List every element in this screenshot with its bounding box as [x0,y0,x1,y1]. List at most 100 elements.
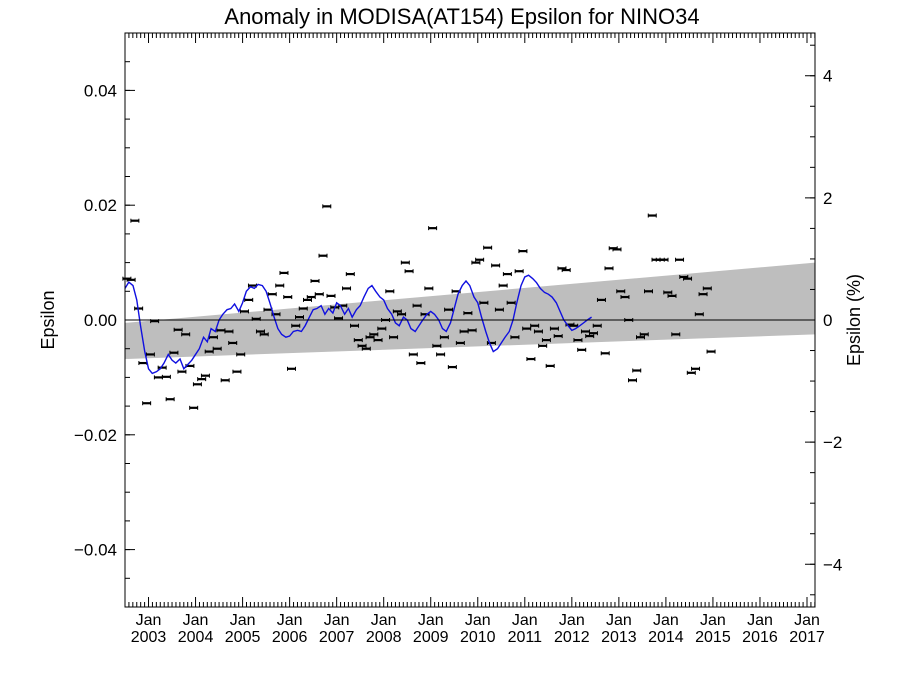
data-point [130,218,140,223]
data-point [255,329,265,334]
data-point [400,260,410,265]
x-tick-year-label: 2016 [742,629,778,646]
data-point [192,382,202,387]
chart-title: Anomaly in MODISA(AT154) Epsilon for NIN… [224,4,699,29]
y-right-tick-label: −2 [823,433,842,452]
data-point [153,375,163,380]
y-right-tick-label: 0 [823,311,832,330]
data-point [342,286,352,291]
x-tick-month-label: Jan [606,612,632,629]
x-tick-month-label: Jan [183,612,209,629]
data-point [506,300,516,305]
data-point [228,340,238,345]
data-point [220,378,230,383]
data-point [189,405,199,410]
data-point [671,332,681,337]
x-tick-month-label: Jan [230,612,256,629]
data-point [530,323,540,328]
x-tick-year-label: 2014 [648,629,684,646]
smoothed-series-line [124,274,592,375]
data-point [424,286,434,291]
x-tick-year-label: 2017 [789,629,825,646]
data-point [385,289,395,294]
data-point [181,332,191,337]
y-tick-label: −0.02 [74,426,117,445]
x-tick-year-label: 2007 [319,629,355,646]
data-point [592,323,602,328]
data-point [620,295,630,300]
left-y-axis: 0.04 0.02 0.00 −0.02 −0.04 [74,32,135,608]
x-tick-year-label: 2010 [460,629,496,646]
data-point [628,378,638,383]
data-point [326,293,336,298]
data-point [518,249,528,254]
data-point [706,349,716,354]
data-point [639,332,649,337]
data-point [444,307,454,312]
data-point [483,245,493,250]
data-point [302,297,312,302]
x-tick-year-label: 2003 [131,629,167,646]
y-right-tick-label: −4 [823,555,842,574]
data-point [632,368,642,373]
data-point [502,272,512,277]
data-point [686,370,696,375]
x-tick-year-label: 2008 [366,629,402,646]
data-point [224,329,234,334]
data-point [244,297,254,302]
y-tick-label: 0.02 [84,196,117,215]
x-tick-month-label: Jan [653,612,679,629]
data-point [514,269,524,274]
data-point [659,257,669,262]
data-point [169,350,179,355]
data-point [475,257,485,262]
data-point [526,357,536,362]
data-point [369,332,379,337]
data-point [691,366,701,371]
data-point [283,295,293,300]
x-tick-year-label: 2006 [272,629,308,646]
data-point [197,377,207,382]
data-point [279,270,289,275]
y-tick-label: 0.04 [84,81,117,100]
data-point [161,374,171,379]
data-point [647,213,657,218]
right-y-axis: 4 2 0 −2 −4 [805,44,842,596]
data-point [177,369,187,374]
data-point [498,283,508,288]
data-point [541,338,551,343]
y-tick-label: −0.04 [74,541,117,560]
x-tick-year-label: 2005 [225,629,261,646]
data-point [322,204,332,209]
data-point [145,352,155,357]
x-axis: Jan2003Jan2004Jan2005Jan2006Jan2007Jan20… [124,33,825,646]
data-point [259,332,269,337]
data-point [142,401,152,406]
data-point [510,335,520,340]
data-point [561,268,571,273]
x-tick-year-label: 2013 [601,629,637,646]
data-point [604,266,614,271]
data-point [663,290,673,295]
data-point [538,343,548,348]
data-point [667,293,677,298]
data-point [675,257,685,262]
x-tick-month-label: Jan [324,612,350,629]
data-points-layer [122,204,716,410]
data-point [447,365,457,370]
data-point [397,312,407,317]
data-point [350,323,360,328]
data-point [467,328,477,333]
data-point [314,292,324,297]
data-point [577,347,587,352]
data-point [432,343,442,348]
data-point [573,338,583,343]
data-point [463,311,473,316]
data-point [404,269,414,274]
data-point [212,346,222,351]
y-axis-label-left: Epsilon [38,290,58,349]
data-point [553,334,563,339]
data-point [357,343,367,348]
x-tick-month-label: Jan [136,612,162,629]
data-point [294,315,304,320]
